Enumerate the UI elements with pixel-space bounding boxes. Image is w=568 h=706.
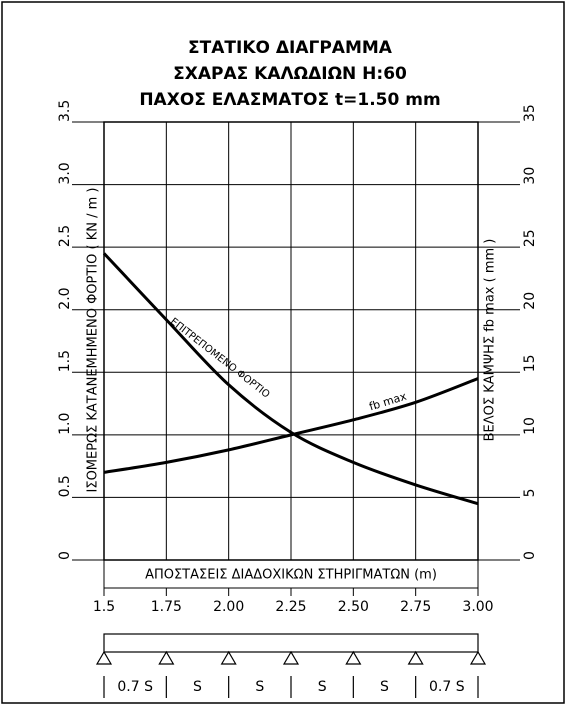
curve-label: ΕΠΙΤΡΕΠΟΜΕΝΟ ΦΟΡΤΙΟ <box>168 316 272 400</box>
x-tick-label: 1.75 <box>151 599 182 615</box>
y-tick-label: 1.5 <box>57 350 73 372</box>
y-tick-label: 3.0 <box>57 162 73 184</box>
series-line <box>103 377 479 474</box>
series-line <box>102 252 479 506</box>
chart-title: ΣΤΑΤΙΚΟ ΔΙΑΓΡΑΜΜΑ <box>188 38 393 58</box>
y2-axis-label: ΒΕΛΟΣ ΚΑΜΨΗΣ fb max ( mm ) <box>483 239 498 442</box>
support <box>282 650 300 665</box>
support-label: S <box>318 679 327 695</box>
y2-tick-label: 15 <box>522 354 538 372</box>
x-tick-label: 3.00 <box>462 599 493 615</box>
support <box>407 650 424 665</box>
support-label: 0.7 S <box>117 679 153 695</box>
chart-title: ΣΧΑΡΑΣ ΚΑΛΩΔΙΩΝ H:60 <box>173 64 407 84</box>
y-tick-label: 2.5 <box>57 225 73 247</box>
support <box>158 650 175 665</box>
y2-tick-label: 20 <box>522 292 538 310</box>
x-tick-label: 1.5 <box>93 599 115 615</box>
x-tick-label: 2.50 <box>338 599 369 615</box>
support <box>95 650 113 665</box>
support-label: S <box>380 679 389 695</box>
y-tick-label: 2.0 <box>57 287 73 309</box>
y-axis-label: ΙΣΟΜΕΡΩΣ ΚΑΤΑΝΕΜΗΜΕΝΟ ΦΟΡΤΙΟ ( KN / m ) <box>86 188 101 493</box>
y2-tick-label: 30 <box>522 167 538 185</box>
y2-tick-label: 10 <box>522 417 538 435</box>
x-tick-label: 2.00 <box>213 599 244 615</box>
y-tick-label: 0 <box>57 551 73 560</box>
x-axis-label: ΑΠΟΣΤΑΣΕΙΣ ΔΙΑΔΟΧΙΚΩΝ ΣΤΗΡΙΓΜΑΤΩΝ (m) <box>145 568 437 583</box>
x-tick-label: 2.75 <box>400 599 431 615</box>
support <box>345 650 362 665</box>
y2-tick-label: 35 <box>522 104 538 122</box>
support-label: S <box>193 679 202 695</box>
y2-tick-label: 5 <box>522 489 538 498</box>
y-tick-label: 0.5 <box>57 475 73 497</box>
chart-title: ΠΑΧΟΣ ΕΛΑΣΜΑΤΟΣ t=1.50 mm <box>139 90 440 110</box>
support-label: S <box>255 679 264 695</box>
y-tick-label: 1.0 <box>57 413 73 435</box>
y2-tick-label: 0 <box>522 551 538 560</box>
y2-tick-label: 25 <box>522 229 538 247</box>
support <box>220 650 237 665</box>
support <box>469 650 487 665</box>
beam <box>103 633 479 653</box>
y-tick-label: 3.5 <box>57 100 73 122</box>
support-label: 0.7 S <box>429 679 465 695</box>
x-tick-label: 2.25 <box>275 599 306 615</box>
